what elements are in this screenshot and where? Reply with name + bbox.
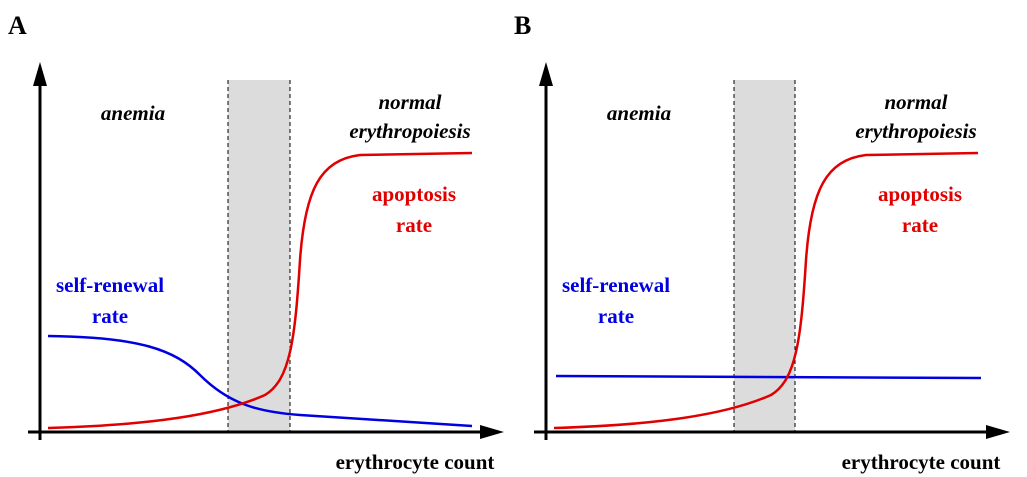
arrowhead	[33, 62, 47, 86]
transition-band	[228, 80, 290, 432]
curve-label: self-renewal	[56, 273, 164, 297]
curve-label: rate	[396, 213, 432, 237]
curve-label: self-renewal	[562, 273, 670, 297]
apoptosis-curve	[553, 151, 979, 430]
region-label: normal	[884, 90, 947, 114]
panel-a: A anemia normal erythropoiesis apoptosis…	[8, 11, 504, 474]
curve-label: rate	[598, 304, 634, 328]
self-renewal-curve	[555, 374, 982, 380]
arrowhead	[539, 62, 553, 86]
x-axis-label: erythrocyte count	[842, 450, 1001, 474]
region-label: erythropoiesis	[349, 119, 470, 143]
x-axis-label: erythrocyte count	[336, 450, 495, 474]
region-label: erythropoiesis	[855, 119, 976, 143]
arrowhead	[480, 425, 504, 439]
curve-label: apoptosis	[372, 182, 456, 206]
panel-b: B anemia normal erythropoiesis apoptosis…	[514, 11, 1010, 474]
region-label: normal	[378, 90, 441, 114]
region-label: anemia	[607, 101, 671, 125]
panel-label: A	[8, 11, 27, 40]
curve-label: apoptosis	[878, 182, 962, 206]
arrowhead	[986, 425, 1010, 439]
region-label: anemia	[101, 101, 165, 125]
apoptosis-curve	[47, 151, 473, 430]
curve-label: rate	[902, 213, 938, 237]
curve-label: rate	[92, 304, 128, 328]
panel-label: B	[514, 11, 531, 40]
self-renewal-curve	[47, 334, 473, 428]
transition-band	[734, 80, 795, 432]
